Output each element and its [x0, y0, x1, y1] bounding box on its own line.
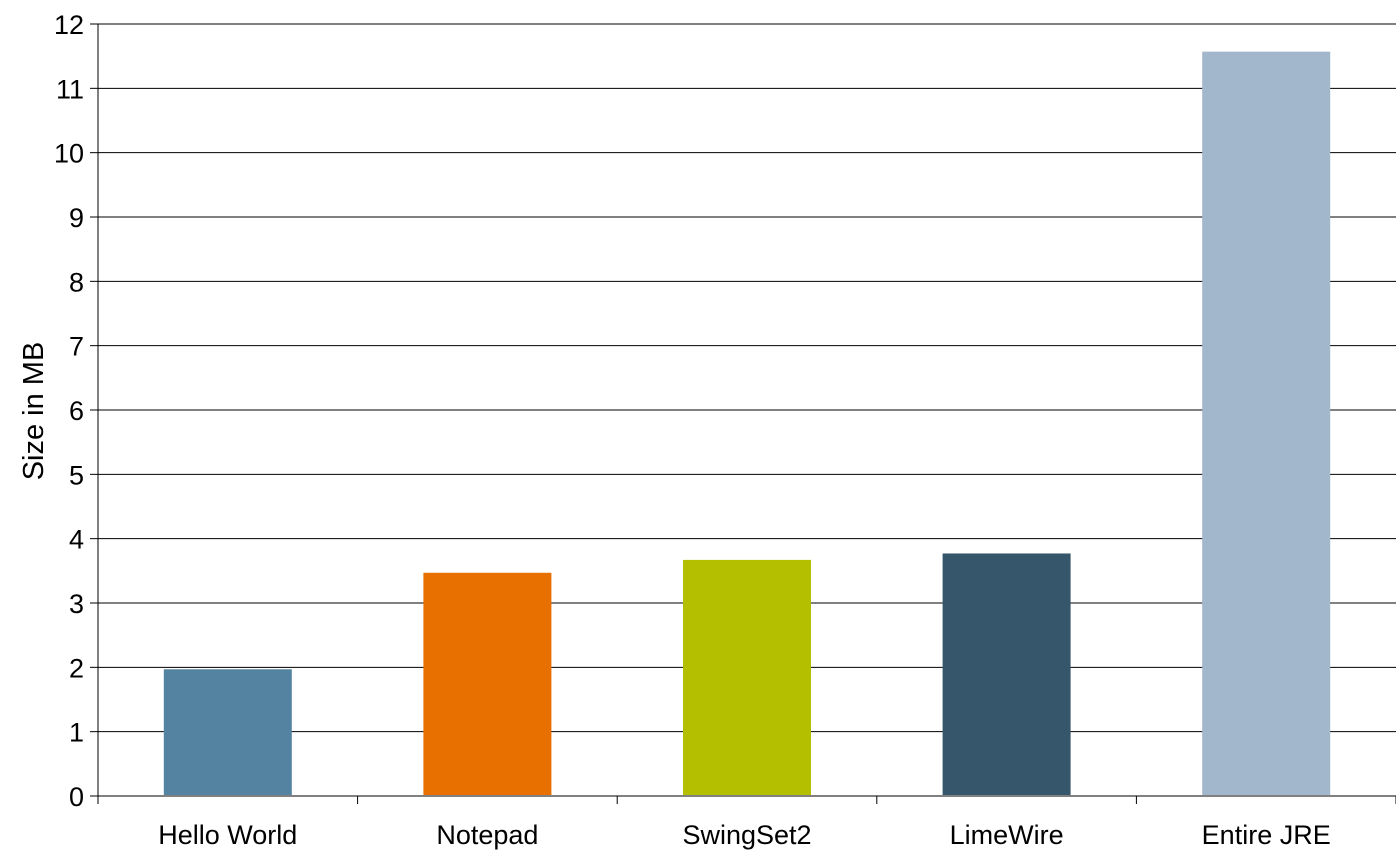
x-tick-label: SwingSet2 — [682, 820, 811, 850]
y-tick-label: 4 — [69, 525, 84, 555]
y-tick-label: 7 — [69, 332, 84, 362]
axes — [90, 23, 1396, 804]
x-tick-label: LimeWire — [950, 820, 1064, 850]
bar-notepad — [423, 572, 552, 795]
y-tick-label: 6 — [69, 396, 84, 426]
y-tick-label: 0 — [69, 782, 84, 812]
y-tick-label: 1 — [69, 718, 84, 748]
bar-limewire — [942, 553, 1071, 795]
y-tick-label: 5 — [69, 460, 84, 490]
bar-swingset2 — [683, 559, 811, 795]
y-tick-label: 11 — [56, 74, 84, 104]
y-tick-label: 2 — [69, 653, 84, 683]
y-tick-label: 9 — [69, 203, 84, 233]
x-tick-label: Notepad — [436, 820, 538, 850]
x-tick-label: Hello World — [158, 820, 297, 850]
y-axis-title: Size in MB — [18, 342, 50, 481]
bar-hello-world — [163, 669, 292, 795]
y-tick-label: 10 — [54, 139, 84, 169]
gridlines — [98, 23, 1396, 733]
bar-entire-jre — [1202, 51, 1331, 796]
bars — [163, 51, 1331, 796]
x-tick-label: Entire JRE — [1202, 820, 1331, 850]
y-tick-label: 12 — [54, 10, 84, 40]
y-tick-label: 3 — [69, 589, 84, 619]
y-tick-label: 8 — [69, 267, 84, 297]
